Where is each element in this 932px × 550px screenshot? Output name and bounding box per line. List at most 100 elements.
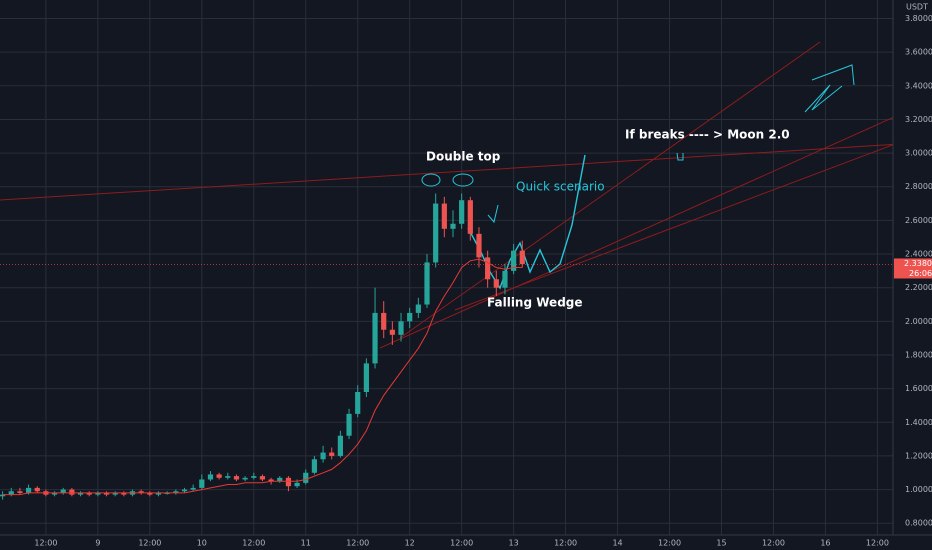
candle-body	[485, 257, 491, 280]
candle-body	[459, 200, 465, 224]
trend-line	[379, 99, 932, 349]
x-tick-label: 16	[820, 539, 830, 548]
candle-body	[493, 279, 499, 288]
candle-body	[441, 203, 447, 229]
candle-body	[225, 476, 231, 478]
y-tick-label: 1.00000	[905, 485, 932, 494]
candle-body	[207, 474, 214, 480]
candle-body	[519, 250, 525, 265]
x-tick-label: 9	[95, 539, 100, 548]
candle-body	[181, 489, 188, 492]
candle-body	[433, 203, 439, 263]
x-tick-label: 12:00	[658, 539, 681, 548]
candle-body	[450, 223, 456, 229]
y-tick-label: 2.60000	[905, 216, 932, 225]
y-tick-label: 3.20000	[905, 115, 932, 124]
candle-body	[173, 491, 179, 493]
y-tick-label: 1.40000	[905, 418, 932, 427]
candle-body	[86, 492, 92, 495]
candle-body	[0, 494, 6, 497]
candle-body	[502, 270, 508, 288]
candle-body	[398, 321, 404, 335]
candle-body	[407, 312, 413, 322]
y-tick-label: 3.80000	[905, 14, 932, 23]
currency: USDT	[906, 3, 928, 12]
x-tick-label: 14	[612, 539, 622, 548]
x-tick-label: 12:00	[34, 539, 57, 548]
x-tick-label: 13	[509, 539, 519, 548]
candle-body	[476, 233, 482, 258]
candle-body	[337, 435, 343, 456]
y-tick-label: 1.80000	[905, 350, 932, 359]
x-tick-label: 12:00	[450, 539, 473, 548]
candle-body	[8, 491, 14, 495]
candle-body	[199, 479, 205, 488]
annotation: Double top	[426, 150, 501, 164]
annotation: If breaks ---- > Moon 2.0	[625, 128, 790, 142]
candle-body	[233, 476, 240, 480]
candle-body	[103, 492, 110, 495]
candle-body	[424, 262, 430, 305]
scribble	[421, 173, 441, 187]
candle-body	[77, 492, 84, 495]
x-tick-label: 12:00	[554, 539, 577, 548]
candle-body	[415, 304, 421, 313]
y-tick-label: 2.80000	[905, 182, 932, 191]
candle-body	[216, 474, 222, 478]
candle-body	[277, 477, 283, 482]
candles	[0, 193, 893, 500]
price-tag	[894, 258, 932, 279]
candle-body	[164, 492, 170, 494]
y-tick-label: 2.40000	[905, 250, 932, 259]
candle-body	[285, 477, 292, 487]
x-tick-label: 12:00	[138, 539, 161, 548]
countdown: 26:06	[909, 269, 932, 278]
scribble	[676, 152, 684, 161]
candle-body	[25, 487, 32, 493]
candle-body	[251, 476, 257, 478]
x-tick-label: 12:00	[762, 539, 785, 548]
x-tick-label: 12:00	[242, 539, 265, 548]
price-tag-label: 2.33800	[904, 259, 932, 268]
moving-average	[2, 258, 523, 496]
drawings	[0, 41, 932, 349]
candle-body	[147, 492, 153, 495]
candle-body	[17, 491, 23, 493]
candle-body	[320, 452, 326, 460]
y-tick-label: 1.20000	[905, 451, 932, 460]
trend-line	[454, 129, 932, 311]
candle-body	[329, 452, 335, 456]
candle-body	[155, 492, 162, 495]
scribble	[452, 173, 474, 187]
candle-body	[95, 492, 101, 495]
candle-body	[121, 492, 127, 495]
candle-body	[467, 200, 473, 234]
candle-body	[138, 491, 144, 493]
candle-body	[242, 477, 248, 480]
candle-body	[268, 479, 274, 482]
y-tick-label: 0.80000	[905, 519, 932, 528]
candle-body	[372, 312, 378, 364]
x-tick-label: 12	[405, 539, 415, 548]
scribble	[487, 204, 499, 224]
candle-body	[69, 489, 75, 495]
candle-body	[34, 487, 40, 492]
trend-line	[399, 41, 821, 339]
x-tick-label: 15	[716, 539, 726, 548]
y-tick-label: 1.60000	[905, 384, 932, 393]
candle-body	[346, 413, 352, 436]
candle-body	[51, 492, 58, 495]
x-tick-label: 11	[301, 539, 311, 548]
y-tick-label: 3.40000	[905, 81, 932, 90]
scribble	[804, 64, 855, 113]
candle-body	[355, 391, 361, 414]
candle-body	[190, 487, 196, 490]
y-tick-label: 3.60000	[905, 48, 932, 57]
candle-body	[311, 459, 318, 473]
candle-body	[389, 329, 395, 335]
y-tick-label: 2.00000	[905, 317, 932, 326]
annotation: Falling Wedge	[487, 296, 583, 310]
candle-body	[511, 250, 517, 271]
